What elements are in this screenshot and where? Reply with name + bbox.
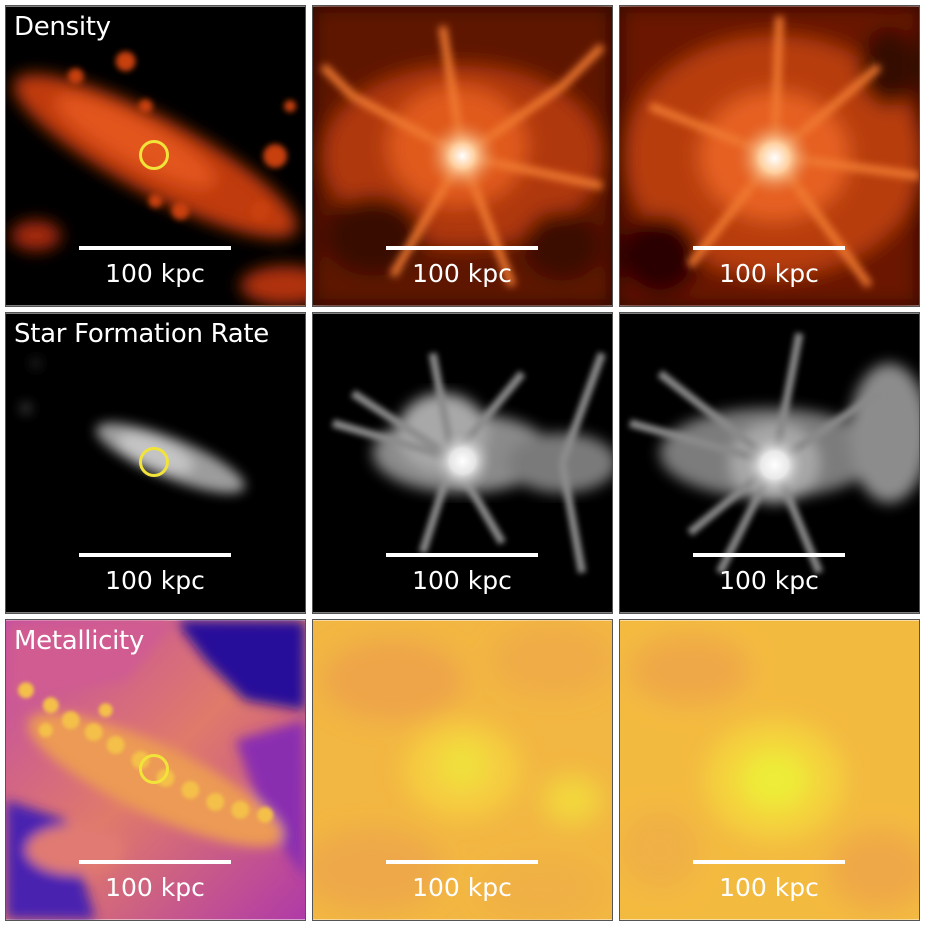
scale-bar (386, 860, 538, 864)
scale-bar-label: 100 kpc (105, 873, 205, 902)
scale-bar-label: 100 kpc (412, 566, 512, 595)
density-panel-3: 100 kpc (619, 5, 920, 307)
row-label-metallicity: Metallicity (14, 626, 145, 656)
density-map-3 (620, 6, 919, 306)
scale-bar-label: 100 kpc (719, 873, 819, 902)
sfr-map-2 (313, 313, 612, 613)
density-map-2 (313, 6, 612, 306)
scale-bar (386, 246, 538, 250)
image-grid: Density 100 kpc (5, 5, 925, 925)
scale-bar (693, 553, 845, 557)
scale-bar (693, 246, 845, 250)
scale-bar-label: 100 kpc (412, 873, 512, 902)
scale-bar-label: 100 kpc (719, 566, 819, 595)
scale-bar-label: 100 kpc (105, 566, 205, 595)
halo-marker-circle (139, 140, 169, 170)
metallicity-map-3 (620, 620, 919, 920)
sfr-panel-1: Star Formation Rate 100 kpc (5, 312, 306, 614)
scale-bar-label: 100 kpc (105, 259, 205, 288)
halo-marker-circle (139, 754, 169, 784)
row-label-sfr: Star Formation Rate (14, 319, 269, 349)
metallicity-panel-2: 100 kpc (312, 619, 613, 921)
sfr-panel-2: 100 kpc (312, 312, 613, 614)
scale-bar (386, 553, 538, 557)
scale-bar (79, 860, 231, 864)
scale-bar (79, 246, 231, 250)
scale-bar (79, 553, 231, 557)
halo-marker-circle (139, 447, 169, 477)
sfr-panel-3: 100 kpc (619, 312, 920, 614)
metallicity-map-2 (313, 620, 612, 920)
density-panel-2: 100 kpc (312, 5, 613, 307)
metallicity-panel-3: 100 kpc (619, 619, 920, 921)
scale-bar-label: 100 kpc (412, 259, 512, 288)
scale-bar-label: 100 kpc (719, 259, 819, 288)
metallicity-panel-1: Metallicity 100 kpc (5, 619, 306, 921)
density-panel-1: Density 100 kpc (5, 5, 306, 307)
row-label-density: Density (14, 12, 111, 42)
scale-bar (693, 860, 845, 864)
